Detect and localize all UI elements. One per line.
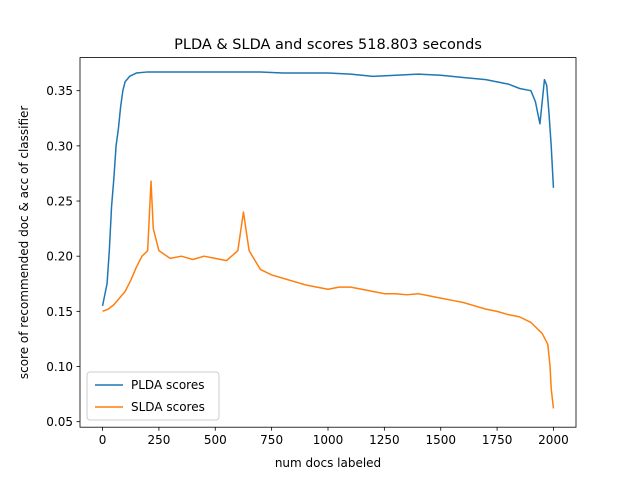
y-axis: 0.05 0.10 0.15 0.20 0.25 0.30 0.35	[46, 84, 80, 429]
chart-title: PLDA & SLDA and scores 518.803 seconds	[174, 37, 482, 53]
legend: PLDA scores SLDA scores	[86, 371, 220, 421]
x-tick-label: 1250	[369, 433, 400, 447]
series-line-slda	[102, 180, 555, 409]
y-tick-label: 0.05	[46, 415, 73, 429]
x-tick-label: 750	[260, 433, 283, 447]
y-tick-label: 0.20	[46, 250, 73, 264]
series-line-plda	[101, 71, 555, 306]
x-tick-label: 2000	[538, 433, 569, 447]
y-tick-label: 0.25	[46, 195, 73, 209]
series-layer	[101, 71, 555, 409]
legend-label-slda: SLDA scores	[131, 400, 205, 414]
x-tick-label: 1750	[482, 433, 513, 447]
y-tick-label: 0.10	[46, 360, 73, 374]
legend-box	[86, 371, 220, 421]
legend-label-plda: PLDA scores	[131, 378, 204, 392]
x-axis-label: num docs labeled	[275, 456, 381, 470]
y-tick-label: 0.15	[46, 305, 73, 319]
x-tick-label: 250	[147, 433, 170, 447]
x-tick-label: 1000	[313, 433, 344, 447]
y-tick-label: 0.30	[46, 139, 73, 153]
y-tick-label: 0.35	[46, 84, 73, 98]
x-tick-label: 0	[99, 433, 107, 447]
x-tick-label: 500	[204, 433, 227, 447]
x-axis: 0 250 500 750 1000 1250 1500 1750 2000	[99, 427, 569, 447]
x-tick-label: 1500	[425, 433, 456, 447]
y-axis-label: score of recommended doc & acc of classi…	[17, 106, 31, 380]
